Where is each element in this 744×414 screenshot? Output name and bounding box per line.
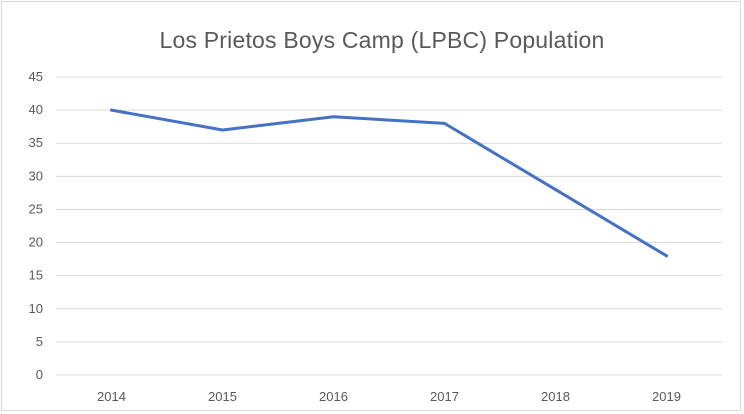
data-point (332, 115, 335, 119)
y-axis-tick-labels: 0 5 10 15 20 25 30 35 40 45 (29, 69, 43, 382)
y-tick-label: 20 (29, 235, 43, 250)
data-point (443, 121, 446, 125)
x-tick-label: 2019 (652, 389, 681, 404)
y-tick-label: 10 (29, 301, 43, 316)
data-point (554, 188, 557, 192)
y-tick-label: 15 (29, 268, 43, 283)
x-tick-label: 2014 (97, 389, 126, 404)
y-tick-label: 0 (36, 367, 43, 382)
series-line (110, 108, 668, 258)
data-point (665, 254, 668, 258)
data-point (110, 108, 113, 112)
x-tick-label: 2017 (430, 389, 459, 404)
y-tick-label: 35 (29, 135, 43, 150)
x-tick-label: 2016 (319, 389, 348, 404)
chart-title: Los Prietos Boys Camp (LPBC) Population (159, 27, 605, 53)
x-tick-label: 2018 (541, 389, 570, 404)
gridlines (56, 76, 722, 376)
y-tick-label: 30 (29, 168, 43, 183)
y-tick-label: 45 (29, 69, 43, 84)
series-layer (110, 108, 668, 258)
y-tick-label: 5 (36, 334, 43, 349)
y-tick-label: 40 (29, 102, 43, 117)
x-axis-tick-labels: 2014 2015 2016 2017 2018 2019 (97, 389, 681, 404)
y-tick-label: 25 (29, 201, 43, 216)
x-tick-label: 2015 (208, 389, 237, 404)
data-point (221, 128, 224, 132)
